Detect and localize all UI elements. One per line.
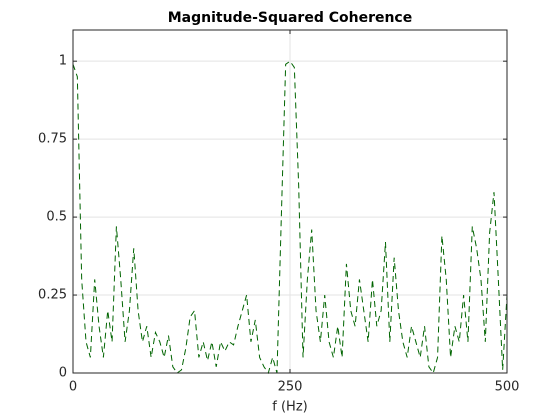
data-line (72, 60, 508, 375)
y-tick-label: 1 (59, 54, 67, 69)
axes-box (72, 29, 508, 374)
y-tick-label: 0.25 (38, 288, 67, 303)
y-tick-label: 0.5 (46, 210, 67, 225)
x-tick-label: 500 (495, 380, 520, 395)
x-axis-label: f (Hz) (272, 400, 307, 415)
y-tick-label: 0.75 (38, 132, 67, 147)
x-tick-label: 250 (278, 380, 303, 395)
x-tick-label: 0 (69, 380, 77, 395)
y-tick-label: 0 (59, 366, 67, 381)
chart-title: Magnitude-Squared Coherence (168, 10, 412, 26)
